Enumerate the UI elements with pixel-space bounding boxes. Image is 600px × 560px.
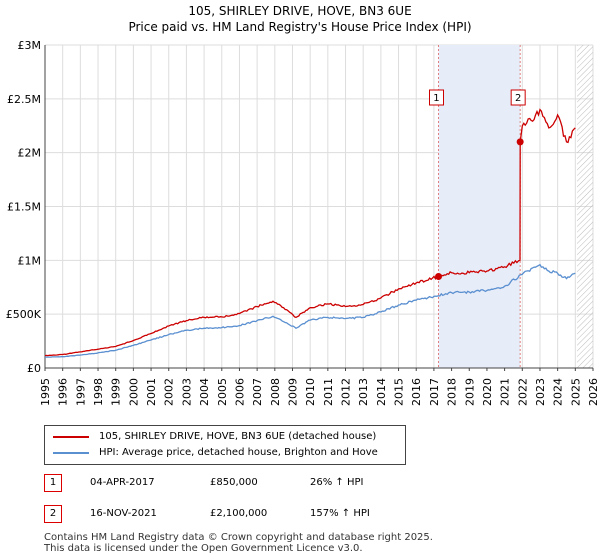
legend: 105, SHIRLEY DRIVE, HOVE, BN3 6UE (detac… [44, 425, 406, 465]
series-line-property [44, 108, 576, 357]
x-tick-label: 2003 [180, 378, 193, 406]
x-tick-label: 2002 [163, 378, 176, 406]
transaction-box-2 [510, 89, 526, 106]
y-tick-label: £500K [6, 308, 42, 321]
x-tick-label: 2025 [569, 378, 582, 406]
x-tick-label: 2022 [516, 378, 529, 406]
x-tick-label: 2015 [393, 378, 406, 406]
footer-licence: This data is licensed under the Open Gov… [44, 543, 363, 554]
x-tick-label: 2016 [410, 378, 423, 406]
x-tick-label: 2024 [552, 378, 565, 406]
y-tick-label: £3M [18, 39, 42, 52]
transaction-label-1: 1 [433, 93, 439, 104]
x-tick-label: 2019 [463, 378, 476, 406]
x-tick-label: 2011 [322, 378, 335, 406]
x-tick-label: 2000 [127, 378, 140, 406]
x-tick-label: 2006 [233, 378, 246, 406]
x-tick-label: 2004 [198, 378, 211, 406]
x-tick-label: 2023 [534, 378, 547, 406]
chart-title: 105, SHIRLEY DRIVE, HOVE, BN3 6UE [188, 4, 412, 18]
x-tick-label: 2014 [375, 378, 388, 406]
x-tick-label: 2018 [446, 378, 459, 406]
x-tick-label: 2005 [216, 378, 229, 406]
x-tick-label: 2017 [428, 378, 441, 406]
series-line-hpi [44, 263, 576, 358]
chart-area: £0 £500K £1M £1.5M £2M £2.5M £3M 1995 1996 1997 19… [6, 39, 600, 406]
transaction-point-2 [516, 138, 524, 146]
x-tick-label: 2010 [304, 378, 317, 406]
x-tick-label: 2008 [269, 378, 282, 406]
transaction-price: £850,000 [210, 477, 258, 488]
x-tick-label: 2009 [286, 378, 299, 406]
y-tick-label: £2.5M [7, 93, 41, 106]
y-tick-label: £1M [18, 254, 42, 267]
x-tick-label: 1995 [39, 378, 52, 406]
transaction-marker-2: 2 [44, 505, 62, 523]
x-tick-label: 2001 [145, 378, 158, 406]
transaction-price: £2,100,000 [210, 508, 268, 519]
x-tick-label: 1997 [74, 378, 87, 406]
transaction-date: 16-NOV-2021 [90, 508, 157, 519]
transaction-hpi-change: 26% ↑ HPI [310, 477, 364, 488]
legend-label-property: 105, SHIRLEY DRIVE, HOVE, BN3 6UE (detac… [99, 431, 377, 442]
x-tick-label: 2013 [357, 378, 370, 406]
y-tick-label: £2M [18, 147, 42, 160]
transaction-marker-1: 1 [44, 474, 62, 492]
x-tick-label: 2021 [499, 378, 512, 406]
transaction-date: 04-APR-2017 [90, 477, 155, 488]
y-tick-label: £0 [27, 362, 41, 375]
transaction-label-2: 2 [515, 93, 521, 104]
footer-copyright: Contains HM Land Registry data © Crown c… [44, 532, 433, 543]
legend-label-hpi: HPI: Average price, detached house, Brig… [99, 447, 378, 458]
chart-subtitle: Price paid vs. HM Land Registry's House … [128, 20, 472, 34]
transaction-point-1 [434, 272, 442, 280]
y-tick-label: £1.5M [7, 201, 41, 214]
x-tick-label: 2007 [251, 378, 264, 406]
future-hatch [577, 45, 593, 368]
shaded-period [438, 45, 521, 368]
x-tick-label: 2026 [587, 378, 600, 406]
legend-swatch-hpi [53, 452, 89, 454]
legend-swatch-property [53, 436, 89, 438]
x-tick-label: 1996 [57, 378, 70, 406]
x-tick-label: 1998 [92, 378, 105, 406]
x-tick-label: 2020 [481, 378, 494, 406]
x-tick-label: 2012 [340, 378, 353, 406]
transaction-box-1 [428, 89, 444, 106]
x-tick-label: 1999 [110, 378, 123, 406]
transaction-hpi-change: 157% ↑ HPI [310, 508, 370, 519]
